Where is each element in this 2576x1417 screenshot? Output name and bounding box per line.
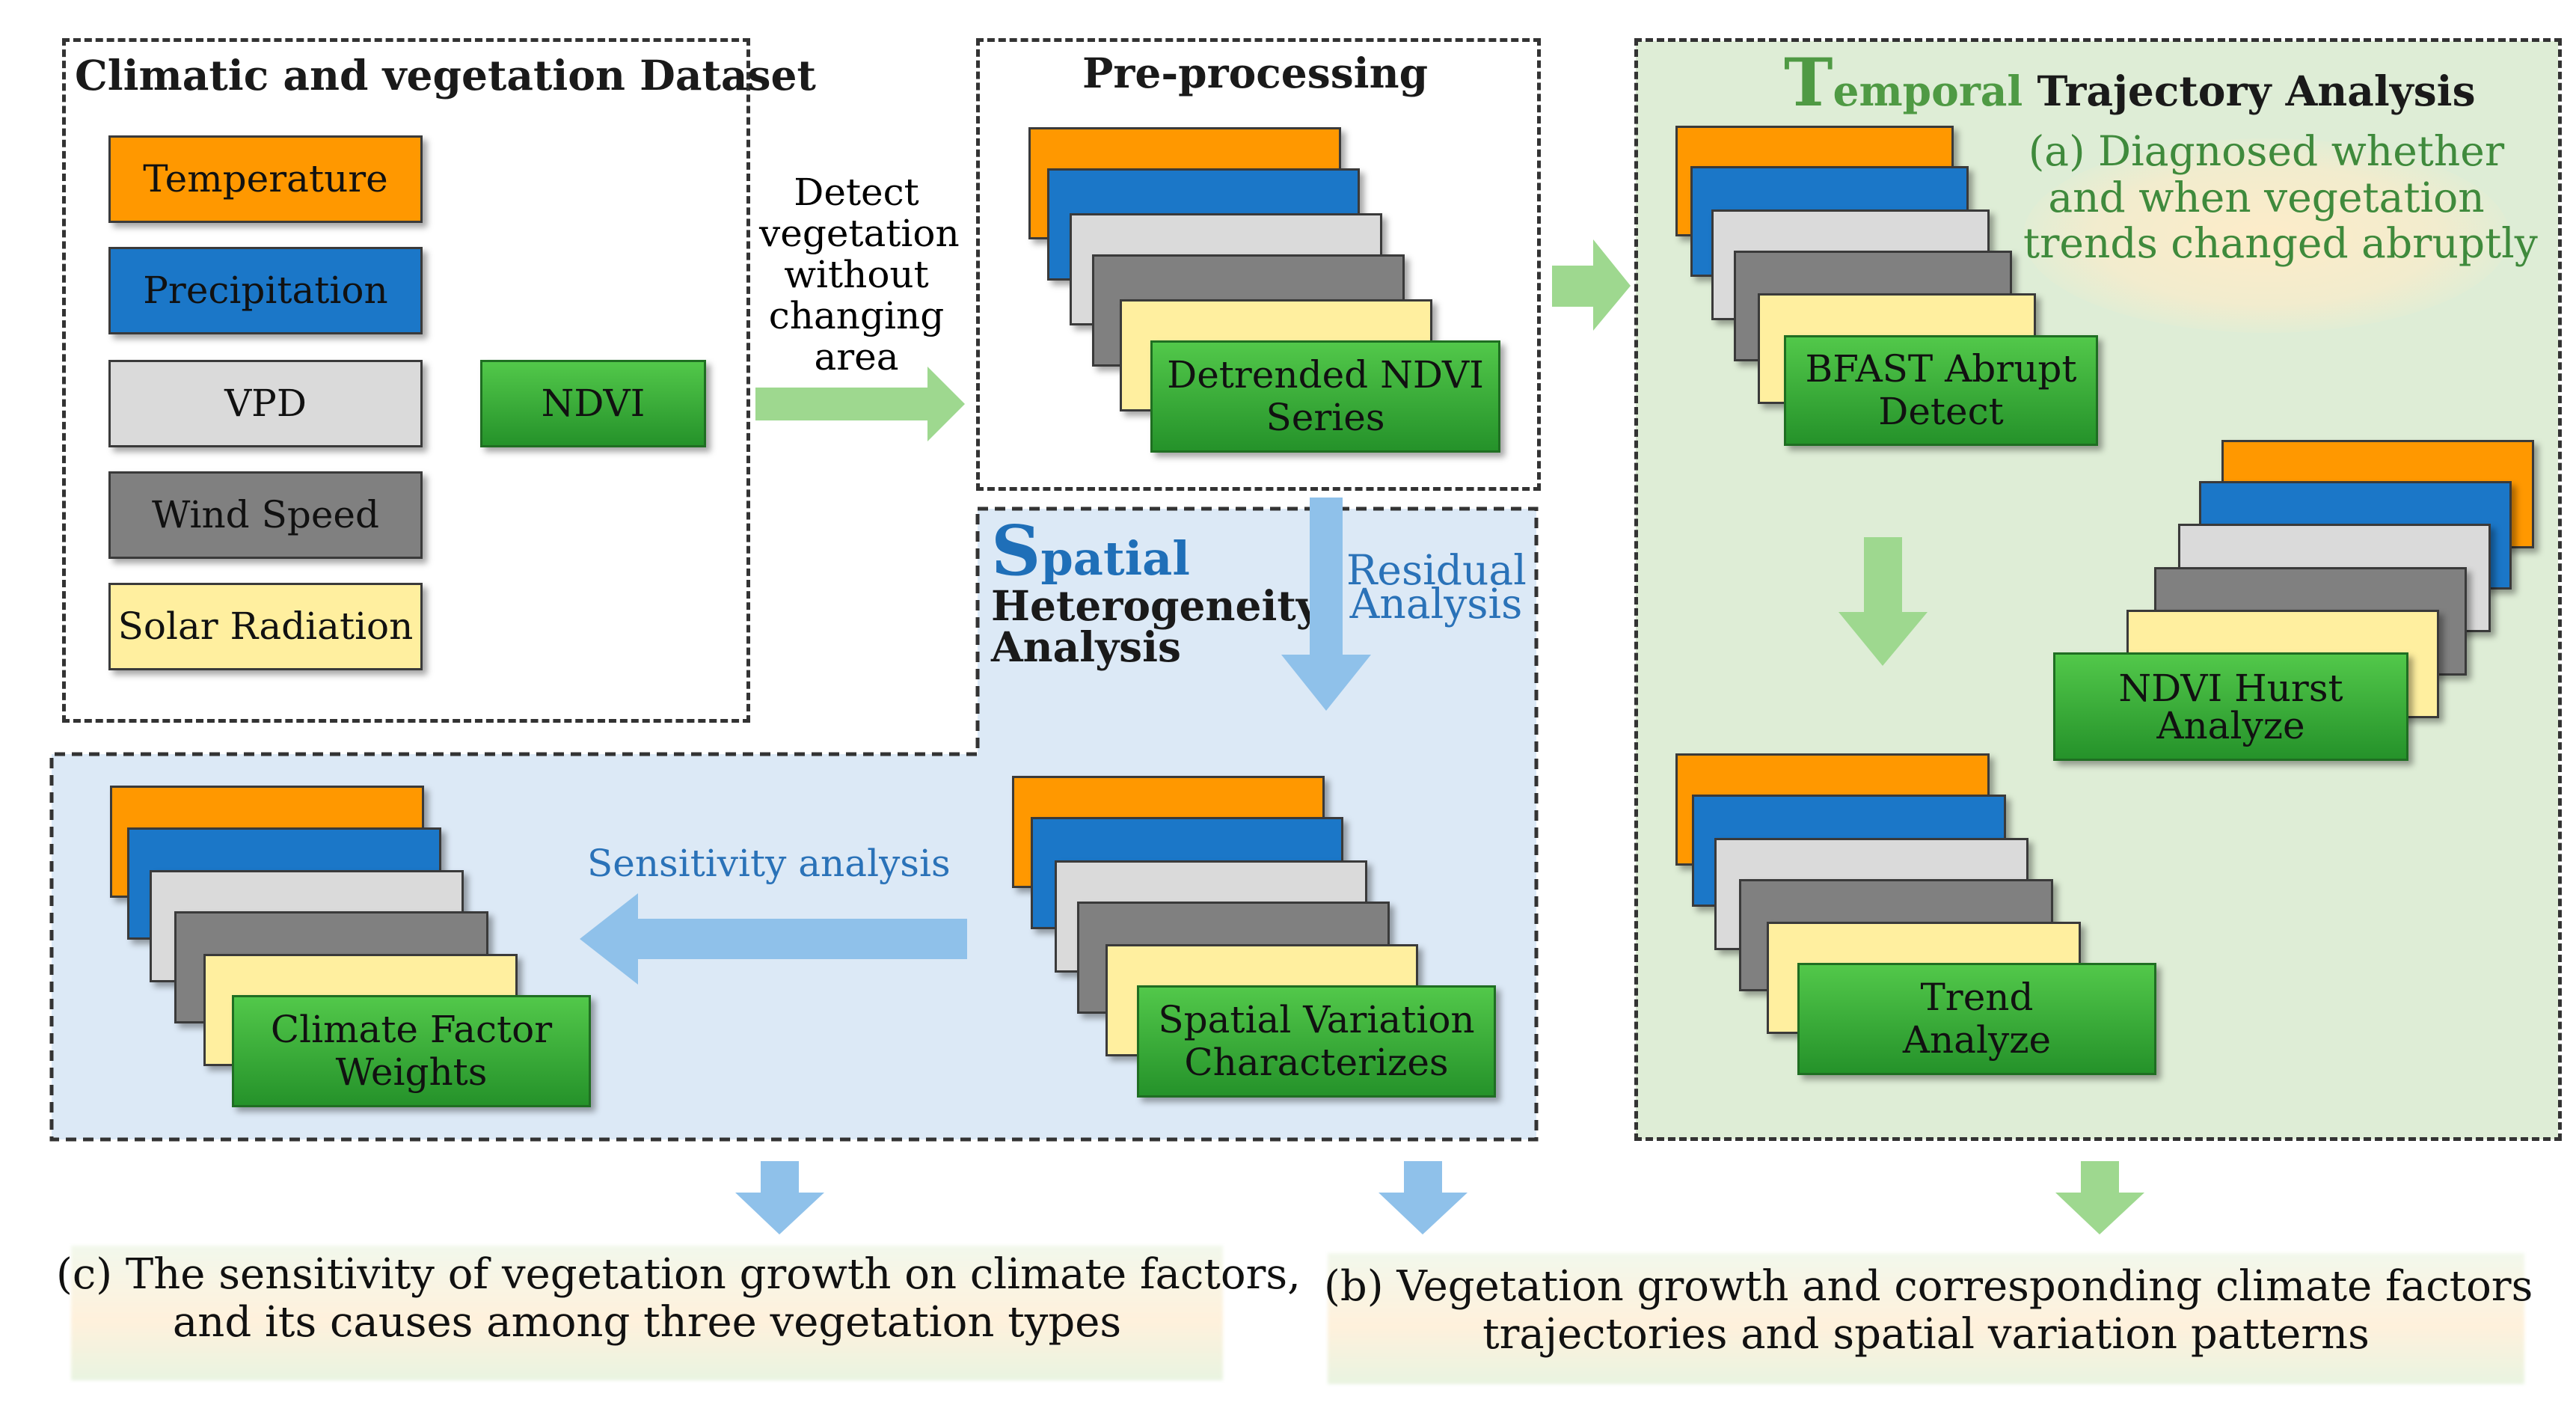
- temporal-note: (a) Diagnosed whether and when vegetatio…: [2023, 127, 2538, 268]
- trend-analyze-box: Trend Analyze: [1797, 963, 2156, 1075]
- spatial-title-initial: S: [991, 510, 1041, 591]
- outcome-c-background: [71, 1246, 1223, 1380]
- down-arrow-c: [735, 1161, 824, 1234]
- detect-arrow: [755, 367, 965, 441]
- spatial-title: Spatial Heterogeneity Analysis: [991, 516, 1320, 667]
- temporal-title-initial: T: [1784, 43, 1833, 121]
- temperature-box: Temperature: [108, 135, 423, 223]
- temporal-panel: [1634, 38, 2562, 1141]
- bfast-abrupt-detect-box: BFAST Abrupt Detect: [1784, 335, 2098, 446]
- preprocessing-title: Pre-processing: [1082, 49, 1429, 97]
- residual-analysis-label: Residual Analysis: [1346, 546, 1527, 628]
- vpd-box: VPD: [108, 360, 423, 447]
- precipitation-box: Precipitation: [108, 247, 423, 334]
- detect-vegetation-label: Detect vegetation without changing area: [759, 171, 960, 379]
- climate-factor-weights-box: Climate Factor Weights: [232, 995, 591, 1107]
- detrended-ndvi-series-box: Detrended NDVI Series: [1150, 340, 1500, 453]
- dataset-panel-title: Climatic and vegetation Dataset: [75, 51, 816, 100]
- outcome-b-text: (b) Vegetation growth and corresponding …: [1324, 1262, 2533, 1359]
- down-arrow-b-spatial: [1379, 1161, 1468, 1234]
- wind-speed-box: Wind Speed: [108, 471, 423, 559]
- outcome-b-background: [1328, 1253, 2524, 1384]
- temporal-title: Temporal Trajectory Analysis: [1784, 43, 2476, 121]
- solar-radiation-box: Solar Radiation: [108, 583, 423, 670]
- down-arrow-b-temporal: [2055, 1161, 2144, 1234]
- spatial-panel-bg-upper: [978, 509, 1536, 756]
- dataset-panel: [62, 38, 750, 723]
- preprocessing-panel: [976, 38, 1541, 491]
- temporal-title-rest: Trajectory Analysis: [2023, 67, 2476, 115]
- temporal-down-arrow: [1839, 537, 1928, 666]
- temporal-title-word: emporal: [1833, 67, 2023, 115]
- temporal-note-glow: [2023, 138, 2509, 333]
- to-temporal-arrow: [1552, 239, 1631, 331]
- ndvi-hurst-analyze-box: NDVI Hurst Analyze: [2053, 652, 2408, 761]
- ndvi-box: NDVI: [480, 360, 706, 447]
- spatial-variation-characterizes-box: Spatial Variation Characterizes: [1137, 985, 1496, 1098]
- spatial-title-word: patial: [1040, 531, 1190, 586]
- outcome-c-text: (c) The sensitivity of vegetation growth…: [56, 1250, 1301, 1347]
- residual-arrow: [1281, 498, 1371, 711]
- spatial-title-rest: Heterogeneity Analysis: [991, 581, 1320, 671]
- sensitivity-analysis-label: Sensitivity analysis: [587, 842, 951, 885]
- sensitivity-arrow: [580, 893, 967, 985]
